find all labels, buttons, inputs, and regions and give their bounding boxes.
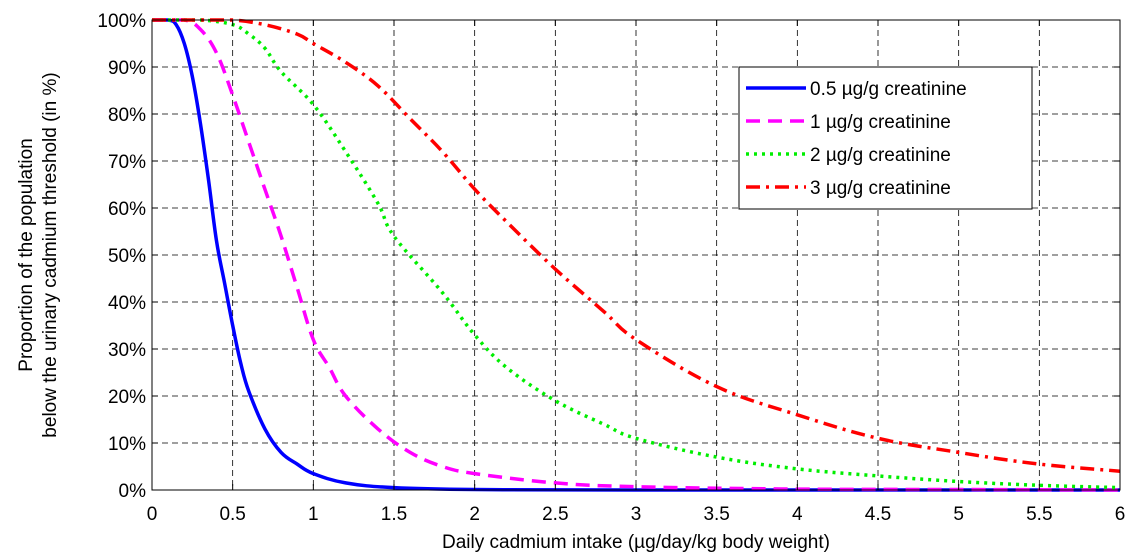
legend-label-4: 3 µg/g creatinine <box>810 178 951 199</box>
x-tick-label: 5 <box>953 504 964 525</box>
y-tick-label: 90% <box>108 58 146 79</box>
x-tick-label: 3.5 <box>703 504 729 525</box>
x-tick-label: 4 <box>792 504 803 525</box>
y-tick-label: 0% <box>119 481 147 502</box>
y-tick-label: 20% <box>108 387 146 408</box>
axis-ticks <box>151 19 1121 491</box>
y-tick-label: 60% <box>108 199 146 220</box>
series-line-4 <box>151 18 1121 473</box>
y-tick-label: 40% <box>108 293 146 314</box>
x-tick-label: 3 <box>631 504 642 525</box>
y-tick-label: 80% <box>108 105 146 126</box>
x-tick-label: 5.5 <box>1026 504 1052 525</box>
grid <box>152 20 1120 490</box>
x-tick-label: 2.5 <box>542 504 568 525</box>
y-axis-label-line-2: below the urinary cadmium threshold (in … <box>40 72 61 437</box>
y-tick-labels: 0% 10% 20% 30% 40% 50% 60% 70% 80% 90% 100% <box>97 11 146 502</box>
y-tick-label: 10% <box>108 434 146 455</box>
y-tick-label: 30% <box>108 340 146 361</box>
legend: 0.5 µg/g creatinine 1 µg/g creatinine 2 µg… <box>738 66 1033 210</box>
y-axis-label-line-1: Proportion of the population <box>16 138 37 371</box>
series-line-2 <box>151 18 1121 492</box>
x-tick-labels: 0 0.5 1 1.5 2 2.5 3 3.5 4 4.5 5 5.5 6 <box>147 504 1126 525</box>
x-tick-label: 2 <box>469 504 480 525</box>
x-tick-label: 0 <box>147 504 158 525</box>
y-axis-label: Proportion of the population below the u… <box>16 72 61 437</box>
x-tick-label: 1.5 <box>381 504 407 525</box>
x-tick-label: 4.5 <box>865 504 891 525</box>
series-line-3 <box>151 18 1121 490</box>
x-axis-label: Daily cadmium intake (µg/day/kg body wei… <box>442 532 830 553</box>
legend-label-1: 0.5 µg/g creatinine <box>810 79 967 100</box>
y-tick-label: 50% <box>108 246 146 267</box>
legend-label-2: 1 µg/g creatinine <box>810 112 951 133</box>
x-tick-label: 6 <box>1115 504 1126 525</box>
x-tick-label: 0.5 <box>219 504 245 525</box>
legend-label-3: 2 µg/g creatinine <box>810 145 951 166</box>
x-tick-label: 1 <box>308 504 319 525</box>
y-tick-label: 100% <box>97 11 146 32</box>
y-tick-label: 70% <box>108 152 146 173</box>
